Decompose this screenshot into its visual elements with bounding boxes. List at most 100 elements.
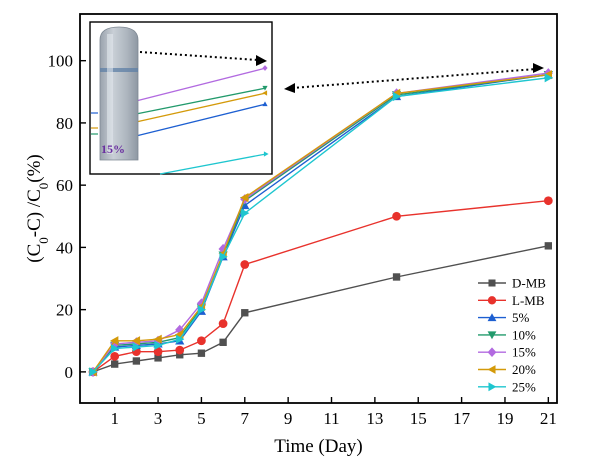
data-point bbox=[240, 193, 249, 203]
data-point bbox=[197, 336, 206, 346]
data-point bbox=[175, 345, 185, 355]
y-tick-label: 40 bbox=[56, 238, 73, 257]
y-axis-title-part: -C) /C bbox=[24, 189, 45, 237]
inset-series-line bbox=[135, 92, 267, 123]
y-tick-label: 80 bbox=[56, 114, 73, 133]
x-tick-label: 15 bbox=[410, 409, 427, 428]
vial-highlight bbox=[107, 34, 113, 154]
y-axis-title-part: 0 bbox=[36, 183, 51, 190]
inset-arrow bbox=[139, 51, 267, 66]
legend-marker bbox=[487, 296, 497, 305]
arrowhead-right bbox=[533, 63, 544, 73]
inset-photo-panel: 15% bbox=[89, 21, 273, 175]
data-point bbox=[218, 319, 228, 329]
inset-marker bbox=[262, 65, 268, 71]
x-tick-label: 13 bbox=[366, 409, 383, 428]
legend-label: 25% bbox=[512, 379, 536, 394]
legend-item: 20% bbox=[478, 362, 536, 377]
inset-arrowhead bbox=[256, 55, 267, 66]
data-point bbox=[544, 242, 553, 250]
legend-item: L-MB bbox=[478, 293, 545, 308]
x-tick-label: 1 bbox=[110, 409, 119, 428]
data-point bbox=[392, 211, 401, 221]
data-point bbox=[219, 252, 228, 262]
data-point bbox=[132, 342, 141, 352]
data-point bbox=[154, 354, 162, 362]
y-axis-title-part: (C bbox=[24, 244, 45, 263]
x-tick-label: 21 bbox=[540, 409, 557, 428]
plot-frame bbox=[79, 13, 558, 404]
data-point bbox=[153, 334, 162, 344]
data-point bbox=[153, 347, 163, 357]
inset-series-line bbox=[135, 87, 267, 115]
data-point bbox=[111, 360, 119, 368]
legend-marker bbox=[487, 347, 497, 358]
data-point bbox=[131, 336, 141, 346]
data-point bbox=[240, 260, 250, 269]
x-tick-label: 11 bbox=[323, 409, 339, 428]
legend: D-MB L-MB 5% 10% 15% 20% 25% bbox=[478, 276, 546, 394]
y-axis-title-part: 0 bbox=[36, 237, 51, 244]
y-axis-title-part: (%) bbox=[24, 154, 45, 182]
x-axis-title: Time (Day) bbox=[274, 436, 363, 457]
inset-marker bbox=[262, 85, 268, 91]
series-l-mb bbox=[88, 196, 553, 377]
legend-label: 20% bbox=[512, 362, 536, 377]
data-point bbox=[543, 196, 553, 206]
data-point bbox=[219, 338, 227, 346]
data-point bbox=[110, 351, 120, 361]
legend-item: 25% bbox=[478, 379, 536, 394]
y-axis-title: (C0-C) /C0(%) bbox=[24, 154, 51, 263]
legend-label: 10% bbox=[512, 327, 536, 342]
arrowhead-left bbox=[284, 83, 295, 93]
legend-item: D-MB bbox=[478, 276, 546, 291]
data-point bbox=[544, 73, 553, 83]
series-line bbox=[92, 74, 549, 373]
data-point bbox=[176, 334, 185, 344]
data-point bbox=[241, 208, 250, 218]
plot-area bbox=[88, 63, 553, 377]
legend-label: D-MB bbox=[512, 276, 546, 291]
inset-series-line bbox=[159, 153, 267, 175]
data-point bbox=[392, 273, 401, 281]
inset-marker bbox=[262, 101, 268, 107]
vial-label: 15% bbox=[101, 142, 125, 156]
data-point bbox=[197, 349, 206, 357]
series-25pct bbox=[89, 73, 553, 377]
annotation-arrow bbox=[284, 63, 544, 93]
data-point bbox=[154, 340, 163, 351]
y-tick-label: 60 bbox=[56, 176, 73, 195]
series-line bbox=[92, 245, 549, 373]
x-tick-label: 5 bbox=[197, 409, 206, 428]
legend-item: 5% bbox=[478, 310, 530, 325]
x-tick-label: 9 bbox=[284, 409, 293, 428]
legend-marker bbox=[487, 331, 497, 340]
legend-item: 10% bbox=[478, 327, 536, 342]
data-point bbox=[110, 336, 119, 346]
series-line bbox=[92, 77, 549, 373]
legend-label: L-MB bbox=[512, 293, 545, 308]
series-line bbox=[92, 74, 549, 373]
data-point bbox=[197, 305, 207, 315]
annotation-arrow-line bbox=[291, 68, 537, 89]
legend-marker bbox=[487, 313, 497, 322]
data-point bbox=[111, 343, 120, 354]
legend-label: 15% bbox=[512, 345, 536, 360]
inset-marker bbox=[263, 151, 269, 157]
x-tick-label: 3 bbox=[154, 409, 163, 428]
y-tick-label: 100 bbox=[48, 52, 74, 71]
inset-series-line bbox=[135, 103, 267, 137]
data-point bbox=[241, 309, 249, 317]
data-point bbox=[89, 367, 98, 377]
legend-marker bbox=[487, 365, 496, 374]
series-line bbox=[92, 74, 549, 373]
series-line bbox=[92, 200, 549, 373]
vial-body bbox=[99, 26, 139, 161]
y-tick-label: 20 bbox=[56, 301, 73, 320]
x-tick-label: 19 bbox=[496, 409, 513, 428]
x-tick-label: 7 bbox=[241, 409, 250, 428]
y-tick-label: 0 bbox=[65, 363, 74, 382]
legend-label: 5% bbox=[512, 310, 530, 325]
